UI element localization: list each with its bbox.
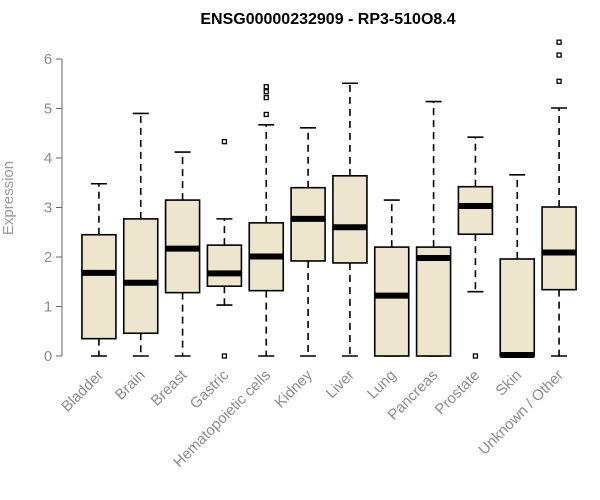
- x-tick-label: Lung: [364, 367, 400, 403]
- box-unknown-other: [541, 39, 577, 357]
- iqr-box: [457, 185, 494, 236]
- box-hematopoietic-cells: [248, 84, 285, 357]
- outlier-point: [472, 353, 479, 359]
- outlier-point: [556, 52, 562, 58]
- box-skin: [499, 174, 536, 359]
- chart-title: ENSG00000232909 - RP3-510O8.4: [200, 11, 455, 28]
- outlier-point: [263, 94, 269, 101]
- x-tick-label: Breast: [148, 366, 191, 409]
- y-axis-label: Expression: [0, 161, 17, 235]
- y-tick-label: 0: [44, 348, 52, 365]
- box-kidney: [290, 127, 326, 357]
- outlier-point: [221, 353, 228, 359]
- y-axis: 0 1 2 3 4 5 6: [44, 51, 63, 365]
- iqr-box: [415, 246, 452, 357]
- iqr-box: [373, 246, 410, 357]
- box-brain: [122, 112, 159, 357]
- outlier-point: [221, 139, 228, 145]
- outlier-point: [556, 78, 562, 84]
- x-tick-label: Skin: [492, 367, 525, 400]
- box-gastric: [206, 139, 243, 359]
- iqr-box: [206, 244, 243, 288]
- y-tick-label: 2: [44, 249, 52, 266]
- outlier-point: [263, 111, 269, 118]
- x-tick-label: Brain: [112, 367, 149, 404]
- y-tick-label: 5: [44, 101, 52, 118]
- outlier-point: [263, 89, 269, 95]
- y-tick-label: 1: [44, 299, 52, 316]
- iqr-box: [122, 218, 159, 335]
- x-tick-label: Bladder: [58, 367, 107, 416]
- y-tick-label: 3: [44, 200, 52, 217]
- box-liver: [332, 82, 368, 357]
- iqr-box: [81, 233, 117, 340]
- y-tick-label: 4: [44, 150, 52, 167]
- box-pancreas: [415, 100, 452, 357]
- iqr-box: [332, 175, 368, 264]
- x-tick-label: Liver: [323, 367, 358, 402]
- boxes-group: [81, 39, 577, 359]
- x-tick-label: Kidney: [271, 366, 316, 411]
- x-tick-label: Prostate: [432, 367, 484, 419]
- iqr-box: [290, 186, 326, 262]
- y-tick-label: 6: [44, 51, 52, 68]
- iqr-box: [499, 258, 536, 357]
- box-lung: [373, 199, 410, 357]
- outlier-point: [263, 84, 269, 90]
- box-breast: [164, 151, 201, 357]
- box-bladder: [81, 182, 117, 357]
- box-prostate: [457, 136, 494, 359]
- outlier-point: [556, 39, 562, 45]
- iqr-box: [541, 206, 577, 291]
